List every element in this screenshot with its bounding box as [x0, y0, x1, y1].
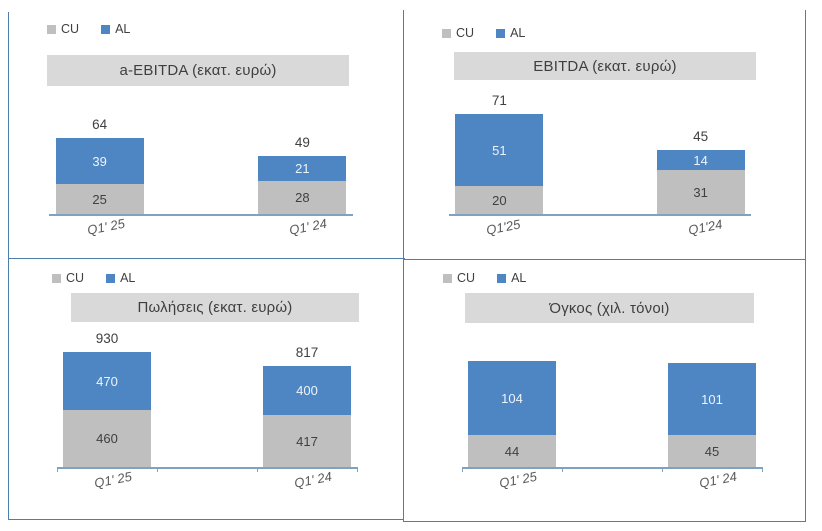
- chart-title: a-EBITDA (εκατ. ευρώ): [119, 62, 277, 79]
- bar-segment-cu: 28: [258, 181, 347, 214]
- legend-label-al: AL: [510, 26, 526, 40]
- plot-area: 104 44 Q1' 25 101 45 Q1' 24: [404, 260, 805, 521]
- bar-segment-al: 21: [258, 156, 347, 181]
- chart-title: Πωλήσεις (εκατ. ευρώ): [137, 299, 293, 316]
- plot-area: 71 51 20 Q1'25 45 14 31 Q1'24: [404, 10, 805, 260]
- x-axis-line: [49, 214, 353, 216]
- bar-segment-al: 101: [668, 363, 756, 435]
- x-axis-tick: [56, 467, 58, 472]
- chart-title-band: Πωλήσεις (εκατ. ευρώ): [71, 293, 359, 322]
- x-axis-tick: [661, 467, 663, 472]
- bar-segment-cu: 25: [55, 184, 144, 214]
- bar-total-label: 817: [295, 345, 319, 360]
- x-axis-label: Q1' 25: [85, 215, 126, 238]
- bar-stack: 49 21 28: [258, 135, 347, 214]
- chart-panel-a-ebitda: CU AL a-EBITDA (εκατ. ευρώ) 64 39 25 Q1' 25…: [8, 12, 405, 260]
- legend-swatch-al-icon: [101, 24, 111, 34]
- chart-title-band: EBITDA (εκατ. ευρώ): [454, 52, 756, 80]
- bar-segment-al: 400: [263, 366, 351, 415]
- legend-swatch-al-icon: [106, 273, 116, 283]
- bar-stack: 930 470 460: [63, 331, 151, 467]
- legend-label-al: AL: [115, 22, 131, 36]
- legend-label-al: AL: [511, 271, 527, 285]
- chart-legend: CU AL: [47, 22, 130, 36]
- x-axis-label: Q1'25: [485, 216, 522, 238]
- legend-swatch-cu-icon: [442, 28, 451, 38]
- x-axis-label: Q1' 24: [288, 215, 329, 238]
- legend-swatch-cu-icon: [52, 273, 61, 283]
- bar-segment-cu: 45: [668, 435, 756, 467]
- x-axis-label: Q1' 24: [698, 468, 739, 491]
- bar-stack: 104 44: [468, 361, 556, 467]
- bar-segment-al: 104: [468, 361, 556, 435]
- bar-stack: 45 14 31: [656, 129, 745, 214]
- x-axis-line: [462, 467, 762, 469]
- chart-panel-ebitda: CU AL EBITDA (εκατ. ευρώ) 71 51 20 Q1'25 45 1…: [403, 10, 806, 261]
- legend-item-al: AL: [106, 271, 135, 285]
- chart-panel-volume: CU AL Όγκος (χιλ. τόνοι) 104 44 Q1' 25 101 4…: [403, 259, 806, 522]
- plot-area: 64 39 25 Q1' 25 49 21 28 Q1' 24: [9, 12, 404, 259]
- x-axis-tick: [461, 467, 463, 472]
- x-axis-label: Q1' 24: [293, 468, 334, 491]
- legend-swatch-al-icon: [497, 273, 507, 283]
- bar-total-label: 930: [95, 331, 119, 346]
- legend-swatch-al-icon: [496, 28, 506, 38]
- legend-item-cu: CU: [442, 26, 474, 40]
- chart-title: Όγκος (χιλ. τόνοι): [549, 299, 670, 317]
- bar-stack: 71 51 20: [455, 93, 544, 214]
- bar-total-label: 71: [491, 93, 507, 108]
- bar-segment-al: 470: [63, 352, 151, 410]
- x-axis-tick: [761, 467, 763, 472]
- legend-item-cu: CU: [52, 271, 84, 285]
- bar-segment-cu: 44: [468, 435, 556, 467]
- legend-item-cu: CU: [47, 22, 79, 36]
- chart-legend: CU AL: [52, 271, 135, 285]
- bar-segment-cu: 417: [263, 415, 351, 467]
- chart-title: EBITDA (εκατ. ευρώ): [533, 57, 677, 75]
- bar-segment-al: 14: [656, 150, 745, 170]
- chart-panel-sales: CU AL Πωλήσεις (εκατ. ευρώ) 930 470 460 Q1'…: [8, 258, 405, 520]
- bar-stack: 64 39 25: [55, 117, 144, 214]
- plot-area: 930 470 460 Q1' 25 817 400 417 Q1' 24: [9, 259, 404, 519]
- bar-total-label: 49: [294, 135, 310, 150]
- x-axis-tick: [156, 467, 158, 472]
- legend-item-al: AL: [497, 271, 526, 285]
- x-axis-label: Q1' 25: [93, 468, 134, 491]
- legend-label-cu: CU: [456, 26, 475, 40]
- legend-label-al: AL: [120, 271, 136, 285]
- bar-stack: 101 45: [668, 363, 756, 467]
- bar-segment-cu: 20: [455, 186, 544, 214]
- bar-segment-cu: 460: [63, 410, 151, 467]
- chart-legend: CU AL: [443, 271, 526, 285]
- legend-item-cu: CU: [443, 271, 475, 285]
- legend-label-cu: CU: [61, 22, 80, 36]
- bar-segment-cu: 31: [656, 170, 745, 214]
- x-axis-line: [57, 467, 357, 469]
- x-axis-label: Q1'24: [686, 216, 724, 238]
- bar-segment-al: 39: [55, 138, 144, 184]
- chart-title-band: Όγκος (χιλ. τόνοι): [465, 293, 754, 323]
- legend-item-al: AL: [496, 26, 525, 40]
- bar-segment-al: 51: [455, 114, 544, 186]
- bar-stack: 817 400 417: [263, 345, 351, 467]
- x-axis-line: [449, 214, 751, 216]
- legend-swatch-cu-icon: [443, 273, 452, 283]
- legend-label-cu: CU: [66, 271, 85, 285]
- legend-item-al: AL: [101, 22, 130, 36]
- legend-label-cu: CU: [457, 271, 476, 285]
- chart-title-band: a-EBITDA (εκατ. ευρώ): [47, 55, 349, 86]
- x-axis-label: Q1' 25: [498, 468, 539, 491]
- chart-legend: CU AL: [442, 26, 525, 40]
- x-axis-tick: [256, 467, 258, 472]
- bar-total-label: 45: [693, 129, 709, 144]
- x-axis-tick: [561, 467, 563, 472]
- x-axis-tick: [356, 467, 358, 472]
- legend-swatch-cu-icon: [47, 24, 56, 34]
- bar-total-label: 64: [92, 117, 108, 132]
